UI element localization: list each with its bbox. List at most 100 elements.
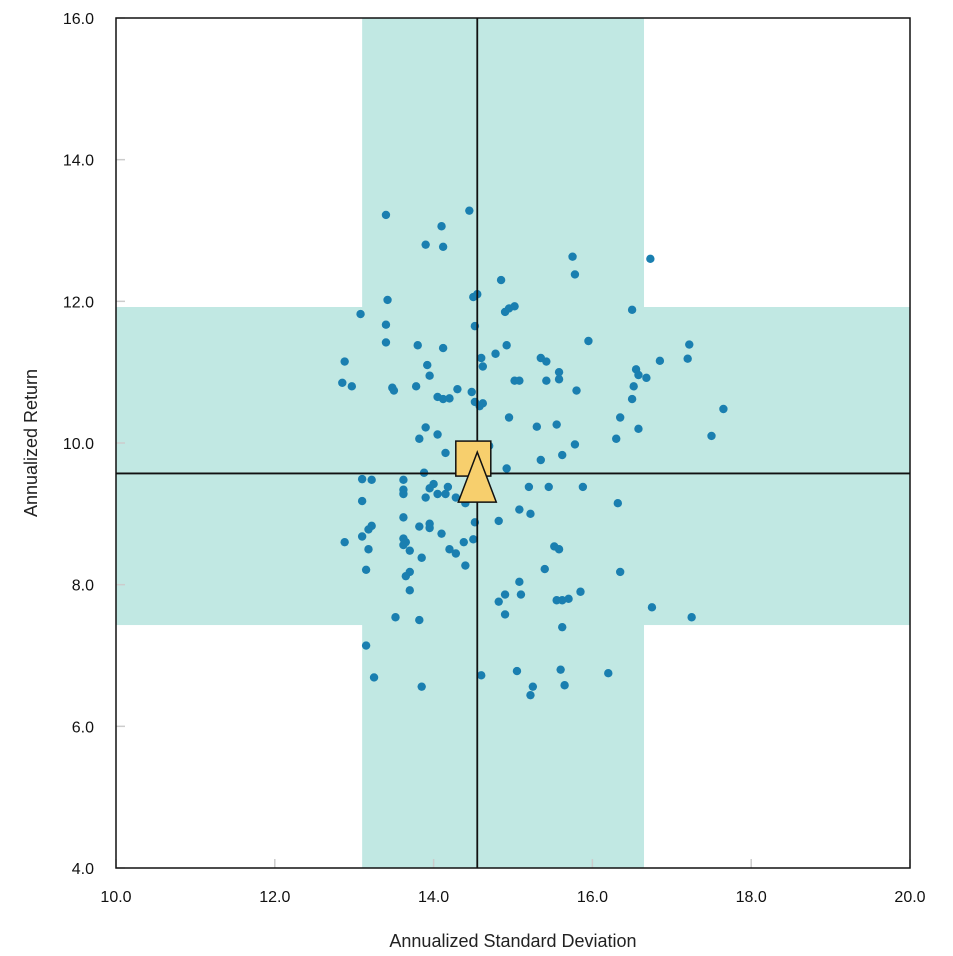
data-point: [438, 394, 448, 404]
data-point: [629, 382, 638, 391]
data-point: [381, 320, 391, 329]
data-point: [491, 349, 500, 358]
data-point: [558, 450, 567, 460]
data-point: [389, 386, 399, 395]
data-point: [504, 413, 514, 422]
data-point: [441, 489, 450, 499]
data-point: [437, 529, 446, 538]
y-tick-label: 4.0: [72, 861, 94, 878]
data-point: [540, 564, 549, 574]
data-point: [445, 545, 454, 554]
data-point: [510, 302, 519, 311]
data-point: [405, 586, 414, 595]
data-point: [367, 475, 376, 485]
data-point: [500, 590, 510, 599]
data-point: [627, 394, 637, 404]
data-point: [496, 275, 506, 285]
data-point: [634, 370, 643, 380]
y-tick-label: 16.0: [63, 11, 94, 28]
data-point: [411, 382, 421, 391]
data-point: [685, 340, 694, 349]
data-point: [515, 376, 524, 385]
data-point: [526, 509, 535, 519]
data-point: [683, 354, 692, 363]
data-point: [421, 493, 430, 502]
data-point: [570, 440, 580, 449]
data-point: [364, 545, 373, 554]
x-tick-label: 16.0: [577, 889, 608, 906]
data-point: [451, 549, 461, 558]
y-tick-label: 6.0: [72, 719, 94, 736]
data-point: [356, 309, 365, 319]
data-point: [383, 295, 392, 305]
x-tick-label: 20.0: [894, 889, 925, 906]
x-tick-labels: 10.0 12.0 14.0 16.0 18.0 20.0: [100, 889, 925, 906]
data-point: [438, 343, 448, 353]
data-point: [647, 603, 657, 612]
data-point: [347, 382, 357, 391]
data-point: [572, 386, 581, 395]
plot-frame: [115, 17, 911, 869]
data-point: [615, 567, 625, 577]
data-point: [642, 373, 651, 383]
data-point: [556, 665, 565, 674]
data-point: [453, 384, 462, 394]
data-point: [612, 434, 621, 443]
data-point: [381, 210, 391, 220]
data-point: [425, 523, 434, 533]
data-point: [405, 546, 414, 555]
data-point: [478, 362, 488, 371]
data-point: [578, 482, 588, 492]
data-point: [568, 252, 577, 261]
data-point: [502, 464, 511, 473]
data-point: [399, 513, 408, 522]
y-axis-label: Annualized Return: [21, 369, 41, 517]
data-point: [627, 305, 637, 315]
y-tick-label: 12.0: [63, 294, 94, 311]
highlight-bands: [116, 18, 910, 868]
data-point: [415, 615, 424, 625]
data-point: [338, 378, 347, 387]
data-point: [391, 613, 400, 622]
data-point: [461, 561, 470, 570]
data-point: [443, 482, 453, 492]
data-point: [528, 682, 538, 691]
x-tick-label: 10.0: [100, 889, 131, 906]
triangle-marker: [457, 449, 498, 503]
data-point: [415, 434, 424, 443]
y-tick-label: 8.0: [72, 578, 94, 595]
data-point: [494, 516, 503, 526]
data-point: [554, 545, 564, 554]
data-point: [467, 387, 476, 397]
data-point: [502, 341, 511, 350]
data-point: [364, 525, 373, 534]
data-point: [512, 666, 522, 676]
data-point: [438, 242, 448, 251]
data-point: [558, 622, 567, 632]
data-point: [634, 424, 643, 434]
data-point: [417, 553, 426, 562]
data-point: [558, 596, 567, 605]
data-point: [542, 357, 551, 366]
data-point: [340, 357, 349, 366]
data-point: [441, 448, 450, 458]
y-tick-label: 14.0: [63, 153, 94, 170]
data-point: [478, 399, 488, 408]
data-point: [361, 565, 371, 574]
x-tick-label: 12.0: [259, 889, 290, 906]
data-point: [477, 353, 486, 363]
data-point: [401, 571, 411, 581]
data-point: [459, 537, 468, 547]
data-point: [357, 532, 367, 541]
data-point: [687, 613, 696, 622]
data-point: [381, 338, 391, 347]
data-point: [421, 423, 430, 432]
data-point: [451, 493, 461, 502]
data-point: [425, 484, 434, 493]
data-point: [554, 367, 564, 377]
data-point: [570, 270, 580, 279]
data-point: [469, 535, 478, 544]
data-point: [425, 371, 434, 380]
data-point: [415, 522, 424, 531]
data-point: [515, 577, 524, 587]
